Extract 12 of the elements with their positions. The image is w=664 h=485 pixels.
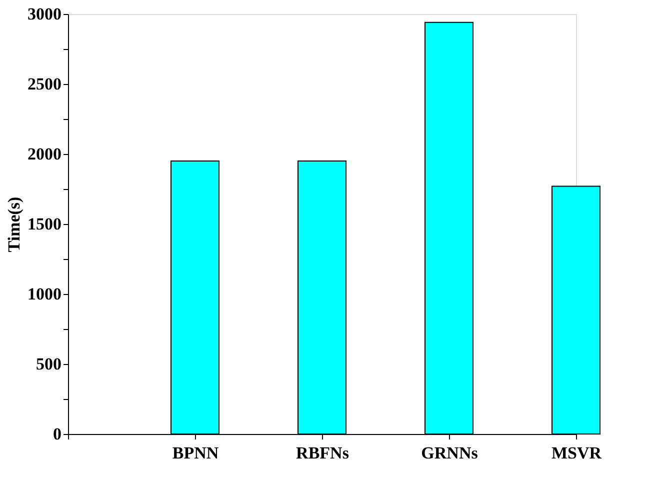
- y-tick-label: 1000: [28, 284, 62, 304]
- x-tick-label: GRNNs: [421, 444, 478, 462]
- y-tick-label: 2000: [28, 144, 62, 164]
- x-tick-label: RBFNs: [296, 444, 350, 462]
- x-tick-label: BPNN: [172, 444, 220, 462]
- x-tick-label: MSVR: [551, 444, 602, 462]
- y-axis-title: Time(s): [4, 196, 24, 252]
- y-tick-label: 3000: [28, 4, 62, 24]
- y-tick-label: 1500: [28, 214, 62, 234]
- y-tick-label: 500: [36, 354, 62, 374]
- y-tick-label: 0: [53, 424, 62, 444]
- y-tick-label: 2500: [28, 74, 62, 94]
